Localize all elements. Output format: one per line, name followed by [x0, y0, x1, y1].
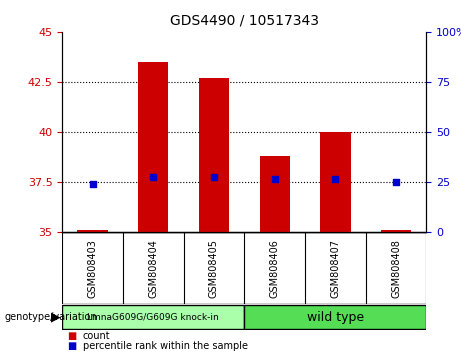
Bar: [138, 62, 168, 232]
Bar: [199, 78, 229, 232]
Text: wild type: wild type: [307, 311, 364, 324]
Title: GDS4490 / 10517343: GDS4490 / 10517343: [170, 14, 319, 28]
Point: [89, 181, 96, 187]
Bar: [381, 230, 411, 232]
Text: LmnaG609G/G609G knock-in: LmnaG609G/G609G knock-in: [88, 313, 219, 322]
Bar: [77, 230, 108, 232]
Point: [210, 175, 218, 180]
Text: GSM808403: GSM808403: [88, 239, 98, 298]
Text: ■: ■: [67, 331, 76, 341]
Text: count: count: [83, 331, 111, 341]
FancyBboxPatch shape: [244, 305, 426, 330]
Text: GSM808405: GSM808405: [209, 239, 219, 298]
Point: [392, 179, 400, 185]
Point: [332, 177, 339, 182]
Text: ■: ■: [67, 341, 76, 351]
Text: percentile rank within the sample: percentile rank within the sample: [83, 341, 248, 351]
Text: genotype/variation: genotype/variation: [5, 312, 97, 322]
Text: GSM808404: GSM808404: [148, 239, 158, 298]
Bar: [260, 156, 290, 232]
Text: GSM808406: GSM808406: [270, 239, 280, 298]
Bar: [320, 132, 350, 232]
Point: [271, 177, 278, 182]
Point: [149, 175, 157, 180]
Text: GSM808408: GSM808408: [391, 239, 401, 298]
FancyBboxPatch shape: [62, 305, 244, 330]
Text: ▶: ▶: [51, 311, 60, 324]
Text: GSM808407: GSM808407: [331, 239, 340, 298]
